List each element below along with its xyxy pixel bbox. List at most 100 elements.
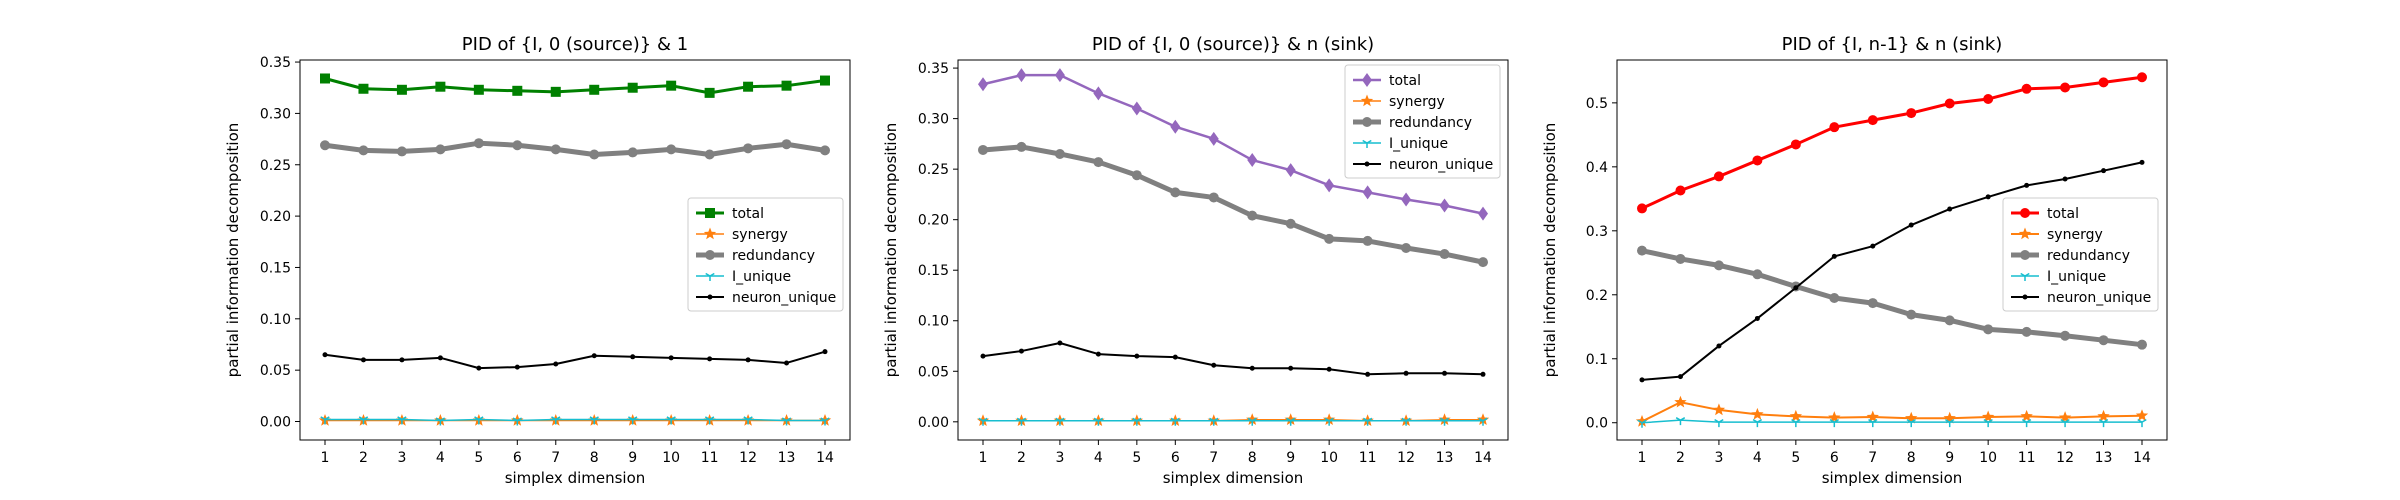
- y-tick-label: 0.10: [260, 312, 291, 328]
- data-point: [2137, 72, 2147, 83]
- data-point: [514, 364, 520, 370]
- plot-frame: [299, 59, 851, 441]
- series-neuron_unique: [980, 340, 1486, 377]
- y-axis-label: partial information decomposition: [882, 123, 900, 378]
- data-point: [2021, 83, 2032, 94]
- legend: total synergy redundancy I_unique neuron_uni…: [687, 197, 844, 312]
- data-point: [1093, 157, 1104, 168]
- data-point: [2137, 418, 2147, 428]
- legend-label: I_unique: [2047, 269, 2106, 285]
- legend-marker: [2022, 294, 2028, 300]
- data-point: [1170, 119, 1181, 134]
- legend-box: [687, 197, 844, 312]
- series-line: [1641, 401, 2143, 423]
- data-point: [666, 416, 676, 425]
- plot-frame: [1616, 59, 2168, 441]
- data-point: [1674, 395, 1687, 408]
- data-point: [551, 416, 561, 425]
- legend-box: [1344, 64, 1501, 179]
- series-line: [1641, 419, 2142, 424]
- data-point: [322, 352, 328, 358]
- data-point: [704, 87, 715, 98]
- data-point: [1712, 403, 1726, 416]
- data-point: [1945, 418, 1955, 428]
- data-point: [1867, 298, 1878, 309]
- data-point: [1016, 141, 1027, 152]
- data-point: [320, 73, 330, 84]
- data-point: [1134, 353, 1140, 359]
- data-point: [1439, 249, 1450, 260]
- data-point: [320, 140, 330, 151]
- series-line: [1641, 248, 2143, 348]
- legend-label: total: [1389, 73, 1421, 89]
- y-tick-label: 0.15: [260, 260, 291, 276]
- data-point: [473, 138, 484, 149]
- data-point: [1752, 155, 1763, 166]
- data-point: [745, 357, 751, 363]
- data-point: [1095, 351, 1101, 357]
- legend: total synergy redundancy I_unique neuron_uni…: [1344, 64, 1501, 179]
- x-tick-label: 2: [1017, 450, 1026, 466]
- legend-marker: [705, 250, 715, 260]
- data-point: [1793, 285, 1799, 291]
- y-tick-label: 0.1: [1586, 352, 1608, 368]
- series-line: [324, 350, 826, 370]
- data-point: [1675, 185, 1686, 196]
- x-tick-label: 7: [1868, 450, 1877, 466]
- data-point: [1170, 187, 1181, 198]
- y-tick-label: 0.30: [260, 106, 291, 122]
- data-point: [591, 353, 597, 359]
- legend-marker: [1362, 117, 1372, 127]
- x-tick-label: 12: [739, 450, 757, 466]
- data-point: [1403, 370, 1409, 376]
- data-point: [1944, 315, 1955, 326]
- data-point: [1286, 417, 1296, 426]
- data-point: [1093, 417, 1104, 426]
- x-tick-label: 5: [1132, 450, 1141, 466]
- legend-marker: [703, 227, 717, 240]
- series-I_unique: [1637, 417, 2147, 428]
- data-point: [1172, 354, 1178, 360]
- data-point: [1326, 366, 1332, 372]
- data-point: [707, 356, 713, 362]
- x-tick-label: 12: [2056, 450, 2074, 466]
- x-tick-label: 10: [1979, 450, 1997, 466]
- y-tick-label: 0.0: [1586, 416, 1608, 432]
- data-point: [630, 354, 636, 360]
- legend-label: neuron_unique: [1389, 157, 1493, 173]
- series-line: [324, 77, 826, 95]
- data-point: [1132, 417, 1142, 426]
- legend-marker: [1362, 73, 1372, 87]
- data-point: [704, 416, 715, 425]
- y-tick-label: 0.25: [918, 162, 949, 178]
- series-I_unique: [320, 416, 830, 426]
- data-point: [1829, 292, 1840, 303]
- data-point: [512, 85, 523, 96]
- series-line: [982, 341, 1484, 376]
- data-point: [358, 145, 369, 156]
- series-total: [978, 68, 1488, 221]
- data-point: [1170, 417, 1180, 426]
- data-point: [781, 139, 792, 150]
- x-tick-label: 9: [1286, 450, 1295, 466]
- data-point: [1637, 203, 1647, 214]
- data-point: [2060, 330, 2071, 341]
- data-point: [1401, 417, 1411, 426]
- data-point: [1752, 269, 1763, 280]
- series-synergy: [976, 413, 1490, 427]
- x-tick-label: 1: [321, 450, 330, 466]
- data-point: [2101, 168, 2107, 174]
- data-point: [1677, 374, 1683, 380]
- data-point: [1208, 192, 1219, 203]
- data-point: [2135, 409, 2149, 421]
- data-point: [1439, 198, 1450, 213]
- x-tick-label: 4: [1094, 450, 1103, 466]
- data-point: [1751, 407, 1764, 420]
- data-point: [1480, 371, 1486, 377]
- data-point: [358, 83, 369, 94]
- data-point: [1362, 235, 1373, 246]
- x-tick-label: 14: [2133, 450, 2151, 466]
- data-point: [1828, 411, 1841, 423]
- data-point: [1983, 94, 1994, 105]
- data-point: [512, 417, 522, 426]
